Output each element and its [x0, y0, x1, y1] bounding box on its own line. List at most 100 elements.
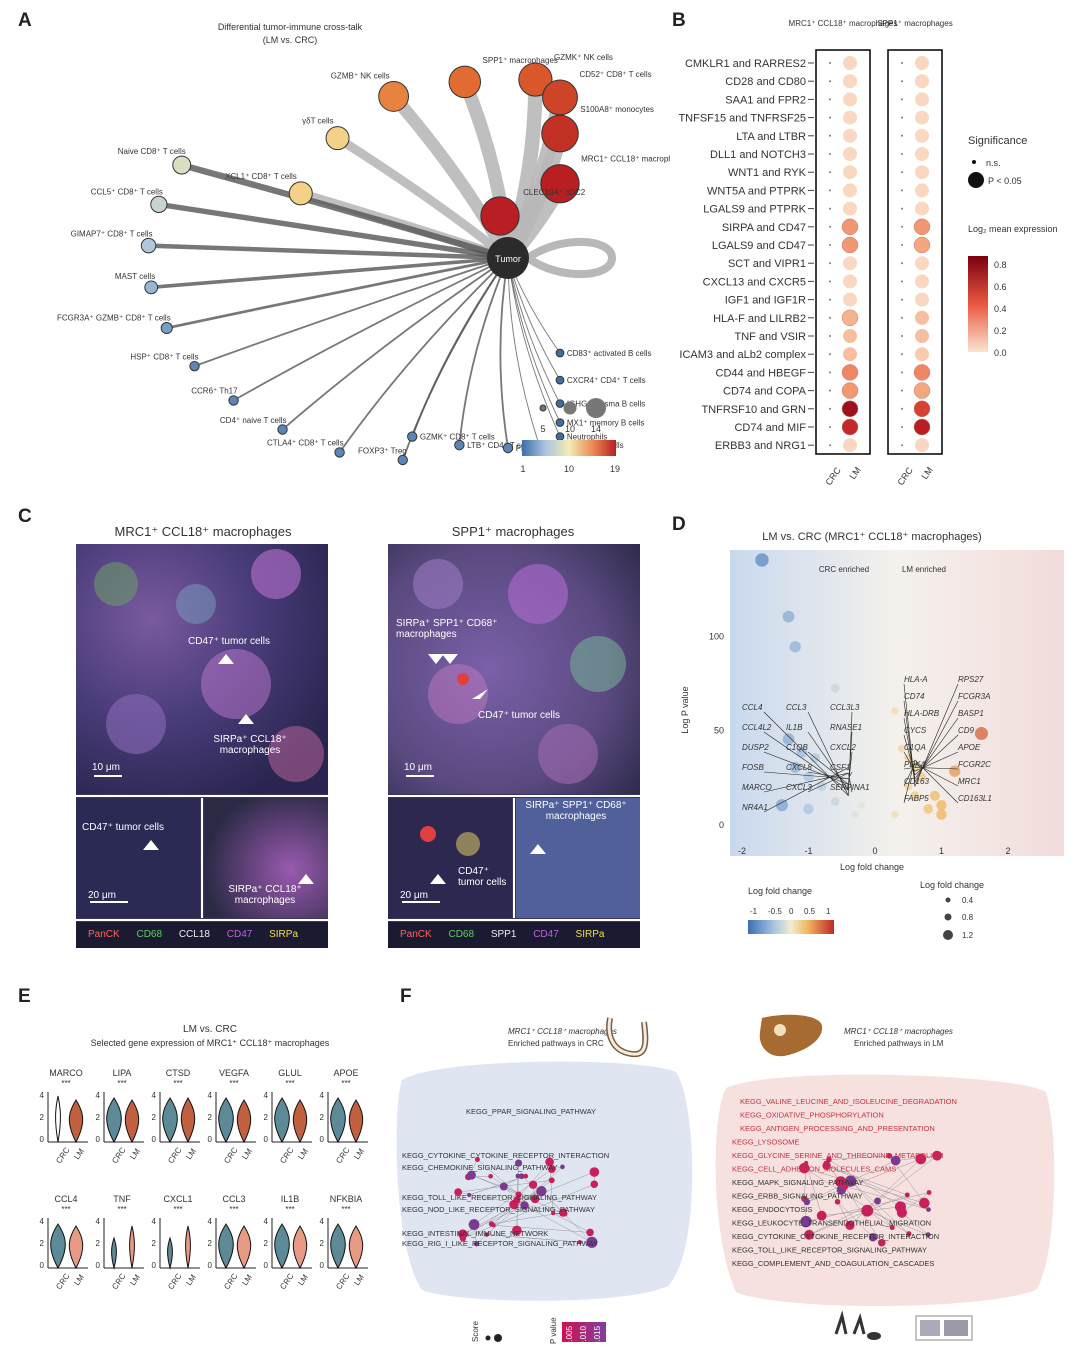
network-node [468, 1219, 480, 1230]
gene-leader [914, 751, 959, 772]
gene-label: RPS27 [958, 675, 984, 684]
edge [338, 257, 509, 453]
e-xlabel: CRC [278, 1272, 295, 1292]
c-right-image [388, 544, 640, 948]
pathway-label: KEGG_LEUKOCYTE_TRANSENDOTHELIAL_MIGRATIO… [732, 1219, 931, 1228]
ligand-receptor-label: CD44 and HBEGF [716, 367, 807, 379]
edge [458, 257, 509, 446]
c-left-ann-1: CD47⁺ tumor cells [188, 636, 270, 647]
ligand-receptor-label: TNFSF15 and TNFRSF25 [678, 113, 806, 125]
cell-label: FCGR3A⁺ GZMB⁺ CD8⁺ T cells [57, 313, 171, 322]
cell-label: HSP⁺ CD8⁺ T cells [130, 352, 198, 361]
lm-dot [843, 256, 857, 271]
network-node [577, 1240, 582, 1245]
network-edge [476, 1166, 563, 1244]
network-node [925, 1232, 931, 1238]
expr-tick: 0.4 [994, 304, 1007, 314]
lm-dot [841, 400, 859, 418]
crc-dot [901, 316, 903, 319]
gene-leader [763, 711, 849, 796]
lm-dot [915, 438, 929, 453]
gene-leader [763, 772, 849, 793]
gene-label: BASP1 [958, 709, 984, 718]
self-loop-edge [521, 237, 617, 279]
violin [162, 1097, 178, 1144]
network-node [590, 1180, 599, 1189]
volcano-point [929, 790, 940, 801]
edge [233, 257, 509, 402]
network-node [803, 1198, 811, 1206]
gene-label: FABP5 [904, 794, 929, 803]
cell-node [334, 447, 345, 458]
panel-label-c: C [18, 506, 32, 527]
channel-label: SIRPa [575, 929, 605, 940]
expr-tick: 0.8 [994, 260, 1007, 270]
network-node [861, 1204, 874, 1217]
network-edge [493, 1225, 591, 1233]
panel-label-d: D [672, 514, 686, 535]
cell-node [555, 418, 565, 427]
cell-label: IGHG⁺ plasma B cells [567, 400, 645, 409]
violin [348, 1099, 364, 1144]
color-legend-label: 19 [610, 464, 620, 474]
gene-label: RNASE1 [830, 723, 862, 732]
pathway-label: KEGG_INTESTINAL_IMMUNE_NETWORK [402, 1229, 548, 1238]
violin [236, 1099, 252, 1144]
network-node [473, 1241, 480, 1247]
e-xlabel: LM [352, 1147, 366, 1162]
network-node [528, 1180, 538, 1189]
lm-dot [915, 274, 929, 289]
d-xtick: 2 [1005, 846, 1010, 856]
size-legend-label: 5 [540, 424, 545, 434]
violin [274, 1097, 290, 1144]
gene-label: C1QB [786, 743, 808, 752]
pathway-label: KEGG_CHEMOKINE_SIGNALING_PATHWAY [402, 1163, 558, 1172]
c-left-channels: PanCK CD68 CCL18 CD47 SIRPa [88, 929, 298, 940]
network-node [906, 1231, 912, 1237]
e-xlabel: CRC [110, 1272, 127, 1292]
violin [50, 1223, 66, 1270]
panel-f-networks: MRC1⁺ CCL18⁺ macrophages Enriched pathwa… [396, 1014, 1055, 1346]
network-node [484, 1232, 490, 1237]
d-ytick: 100 [709, 631, 724, 641]
gene-name: IL1B [281, 1194, 300, 1204]
gene-label: DUSP2 [742, 743, 769, 752]
volcano-point [910, 791, 920, 801]
network-node [586, 1228, 594, 1237]
network-node [834, 1198, 841, 1205]
ligand-receptor-label: CXCL13 and CXCR5 [703, 276, 806, 288]
lm-dot [843, 183, 857, 198]
network-edge [462, 1184, 595, 1239]
lm-dot [841, 382, 859, 399]
network-node [515, 1191, 522, 1198]
crc-dot [901, 225, 903, 228]
network-edge [877, 1155, 938, 1202]
e-ytick: 2 [320, 1113, 325, 1122]
cell-label: CTLA4⁺ CD8⁺ T cells [267, 439, 344, 448]
d-size-small [945, 897, 951, 903]
network-node [800, 1215, 812, 1228]
e-ytick: 0 [152, 1135, 157, 1144]
volcano-point [891, 707, 899, 715]
gene-name: TNF [113, 1194, 131, 1204]
violin [68, 1225, 84, 1270]
volcano-point [789, 761, 801, 774]
ligand-receptor-label: TNF and VSIR [734, 331, 806, 343]
cell-node [228, 395, 239, 406]
c-right-inset-2: SIRPa⁺ SPP1⁺ CD68⁺ macrophages [525, 800, 627, 822]
cell-node [555, 375, 565, 385]
gene-leader [763, 767, 849, 813]
panel-a-network: Differential tumor-immune cross-talk (LM… [57, 22, 670, 474]
e-xlabel: LM [240, 1147, 254, 1162]
crc-dot [901, 426, 903, 428]
lm-dot [915, 74, 929, 89]
e-ytick: 2 [96, 1239, 101, 1248]
e-ytick: 0 [208, 1135, 213, 1144]
network-node [551, 1211, 556, 1216]
d-size-mid [944, 913, 952, 921]
network-node [804, 1229, 815, 1240]
crc-dot [829, 389, 831, 392]
ligand-receptor-label: TNFRSF10 and GRN [701, 404, 806, 416]
e-xlabel: LM [352, 1273, 366, 1288]
ligand-receptor-label: DLL1 and NOTCH3 [710, 149, 806, 161]
